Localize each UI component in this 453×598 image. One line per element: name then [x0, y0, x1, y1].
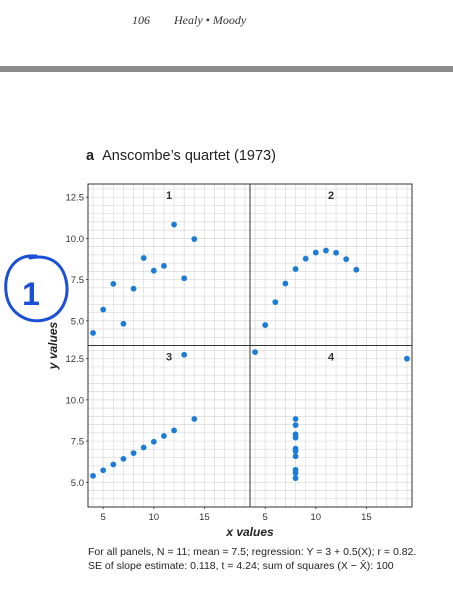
data-point-panel-3	[171, 427, 177, 434]
y-tick-label: 5.0	[71, 316, 84, 327]
data-point-panel-2	[312, 249, 319, 256]
figure-title-text: Anscombe’s quartet (1973)	[102, 148, 276, 164]
data-point-panel-4	[404, 355, 410, 362]
data-point-panel-2	[262, 322, 269, 328]
data-point-panel-4	[292, 422, 299, 428]
data-point-panel-3	[110, 461, 117, 468]
data-point-panel-4	[292, 416, 299, 422]
data-point-panel-3	[191, 416, 198, 422]
data-point-panel-3	[181, 351, 188, 358]
data-point-panel-3	[161, 433, 167, 439]
x-tick-label: 5	[101, 512, 106, 523]
figure-letter: a	[86, 148, 95, 164]
running-head-authors: Healy • Moody	[174, 13, 247, 27]
handwritten-circled-one-annotation: 1	[4, 254, 69, 323]
figure-title: a Anscombe’s quartet (1973)	[86, 148, 276, 164]
data-point-panel-4	[292, 453, 299, 460]
caption-line-1: For all panels, N = 11; mean = 7.5; regr…	[88, 546, 417, 558]
data-point-panel-4	[292, 475, 299, 482]
data-point-panel-3	[140, 444, 147, 451]
header-divider-band	[0, 66, 453, 72]
data-point-panel-3	[120, 455, 127, 462]
data-point-panel-1	[171, 221, 177, 228]
panel-label-1: 1	[166, 190, 172, 202]
data-point-panel-2	[252, 349, 258, 355]
data-point-panel-3	[90, 472, 96, 479]
x-tick-label: 15	[361, 512, 372, 523]
data-point-panel-4	[292, 431, 299, 438]
page-number: 106	[132, 13, 150, 27]
data-point-panel-1	[130, 285, 137, 292]
x-axis-label: x values	[225, 525, 274, 539]
y-tick-label: 10.0	[66, 234, 85, 245]
data-point-panel-1	[181, 275, 188, 282]
data-point-panel-1	[140, 255, 147, 261]
data-point-panel-1	[161, 263, 167, 269]
x-tick-label: 5	[263, 512, 268, 523]
data-point-panel-1	[90, 330, 96, 336]
x-tick-label: 10	[311, 512, 322, 523]
y-tick-label: 12.5	[66, 193, 85, 204]
data-point-panel-1	[150, 267, 157, 274]
panel-label-3: 3	[166, 352, 172, 364]
x-tick-label: 15	[199, 512, 210, 523]
y-tick-label: 7.5	[71, 275, 84, 286]
data-point-panel-1	[100, 306, 107, 313]
data-point-panel-3	[130, 450, 137, 457]
y-tick-label: 7.5	[71, 437, 84, 448]
data-point-panel-1	[120, 320, 127, 327]
data-point-panel-1	[110, 280, 117, 287]
data-point-panel-2	[282, 280, 289, 287]
data-point-panel-2	[343, 256, 350, 263]
data-point-panel-3	[150, 438, 157, 445]
data-point-panel-4	[292, 448, 299, 455]
annotation-symbol: 1	[22, 276, 40, 312]
anscombe-chart: 5.0 7.5 10.0 12.5 5.0 7.5 10.0 12.5 5 10 15 5 10 15 x …	[46, 183, 413, 539]
data-point-panel-1	[191, 236, 198, 242]
data-point-panel-2	[353, 266, 360, 273]
panel-label-2: 2	[328, 190, 334, 202]
y-axis-label: y values	[46, 321, 60, 370]
figure-caption: For all panels, N = 11; mean = 7.5; regr…	[88, 545, 448, 573]
y-tick-label: 12.5	[66, 354, 85, 365]
data-point-panel-2	[333, 249, 339, 256]
data-point-panel-2	[302, 255, 309, 262]
data-point-panel-3	[100, 467, 107, 474]
x-tick-label: 10	[149, 512, 160, 523]
data-point-panel-2	[272, 299, 279, 306]
y-tick-label: 10.0	[66, 395, 85, 406]
y-tick-label: 5.0	[71, 478, 84, 489]
data-point-panel-2	[323, 247, 329, 254]
caption-line-2: SE of slope estimate: 0.118, t = 4.24; s…	[88, 560, 394, 572]
data-point-panel-2	[292, 266, 299, 272]
panel-label-4: 4	[328, 352, 335, 364]
data-point-panel-4	[292, 470, 299, 476]
running-head: 106 Healy • Moody	[0, 10, 453, 30]
